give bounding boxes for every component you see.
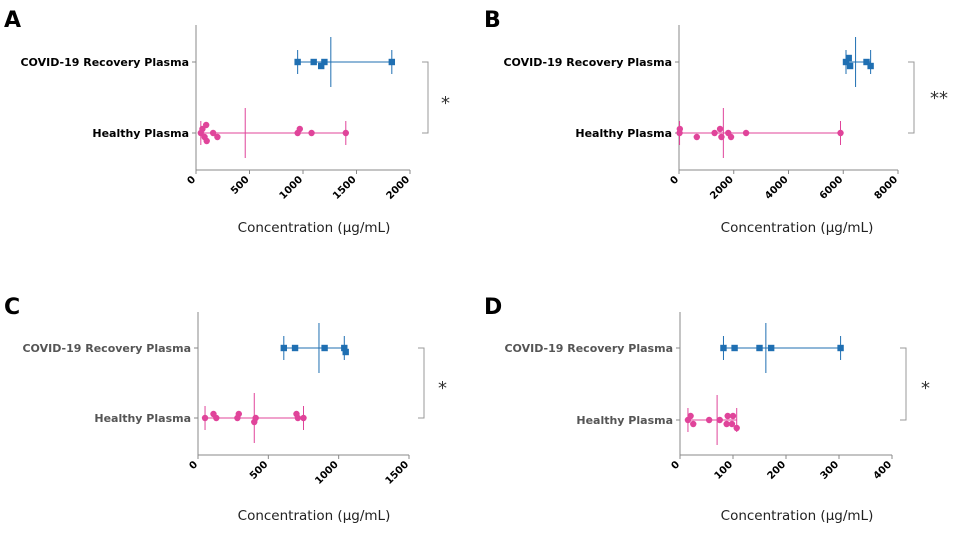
data-point-circle <box>716 416 723 424</box>
data-point-square <box>294 58 301 66</box>
panel-letter: D <box>484 295 502 320</box>
significance-marker: * <box>441 93 450 114</box>
panel-letter: B <box>484 8 501 33</box>
data-point-square <box>291 344 299 352</box>
data-point-circle <box>693 133 700 141</box>
data-point-square <box>310 58 317 66</box>
x-tick-label: 2000 <box>708 174 735 201</box>
x-axis-title: Concentration (μg/mL) <box>721 220 874 236</box>
category-label: Healthy Plasma <box>576 414 673 427</box>
category-label: COVID-19 Recovery Plasma <box>20 56 189 69</box>
data-point-circle <box>308 129 315 137</box>
panel-letter: A <box>4 8 21 33</box>
x-tick-label: 1500 <box>384 459 411 486</box>
significance-marker: * <box>438 378 447 399</box>
data-point-square <box>342 348 349 356</box>
x-axis-title: Concentration (μg/mL) <box>238 508 391 524</box>
x-tick-label: 0 <box>669 459 682 472</box>
significance-marker: ** <box>930 88 948 109</box>
data-point-circle <box>729 412 737 420</box>
x-tick-label: 1000 <box>278 174 305 201</box>
data-point-circle <box>711 129 718 137</box>
data-point-square <box>388 58 396 66</box>
data-point-circle <box>214 133 221 141</box>
panel-C: C 0 500 1000 1500 Concentration (μg/mL) COVID-… <box>4 295 447 524</box>
significance-marker: * <box>921 378 930 399</box>
data-point-square <box>321 58 328 66</box>
data-point-circle <box>718 133 725 141</box>
category-label: COVID-19 Recovery Plasma <box>503 56 672 69</box>
data-point-circle <box>209 129 217 137</box>
x-tick-label: 2000 <box>385 174 412 201</box>
panel-letter: C <box>4 295 20 320</box>
x-tick-label: 500 <box>229 174 252 197</box>
data-point-square <box>863 58 870 66</box>
significance-bracket <box>422 61 429 134</box>
category-label: Healthy Plasma <box>575 127 672 140</box>
category-label: COVID-19 Recovery Plasma <box>22 342 191 355</box>
x-tick-label: 400 <box>872 459 895 482</box>
panel-A: A 0 500 1000 1500 2000 Concentration (μg/mL) CO… <box>4 8 450 236</box>
x-tick-label: 8000 <box>873 174 900 201</box>
data-point-square <box>731 344 738 352</box>
category-label: Healthy Plasma <box>94 412 191 425</box>
x-tick-label: 0 <box>187 459 200 472</box>
significance-bracket <box>418 347 425 419</box>
data-point-circle <box>234 414 241 422</box>
data-point-circle <box>676 129 683 137</box>
data-point-circle <box>727 133 735 141</box>
data-point-square <box>756 344 763 352</box>
x-tick-label: 1500 <box>331 174 358 201</box>
data-point-circle <box>202 121 210 129</box>
data-point-circle <box>733 424 740 432</box>
data-point-square <box>846 62 854 70</box>
data-point-circle <box>342 129 349 137</box>
data-point-square <box>837 344 844 352</box>
data-point-square <box>317 62 325 70</box>
x-tick-label: 4000 <box>763 174 790 201</box>
data-point-circle <box>213 414 220 422</box>
data-point-circle <box>251 418 258 426</box>
significance-bracket <box>908 61 915 134</box>
data-point-circle <box>690 420 697 428</box>
data-point-square <box>845 54 852 62</box>
data-point-square <box>280 344 288 352</box>
x-tick-label: 200 <box>766 459 789 482</box>
data-point-circle <box>197 129 205 137</box>
x-tick-label: 100 <box>713 459 736 482</box>
x-axis-title: Concentration (μg/mL) <box>238 220 391 236</box>
x-tick-label: 500 <box>248 459 271 482</box>
data-point-circle <box>294 414 302 422</box>
category-label: Healthy Plasma <box>92 127 189 140</box>
panel-B: B 0 2000 4000 6000 8000 Concentration (μg/mL) C… <box>484 8 948 236</box>
x-tick-label: 6000 <box>818 174 845 201</box>
x-tick-label: 1000 <box>313 459 340 486</box>
panel-D: D 0 100 200 300 400 Concentration (μg/mL) COVID… <box>484 295 930 524</box>
data-point-circle <box>723 420 730 428</box>
data-point-circle <box>294 129 301 137</box>
x-tick-label: 0 <box>185 174 198 187</box>
data-point-circle <box>705 416 713 424</box>
data-point-square <box>341 344 348 352</box>
data-point-circle <box>716 125 724 133</box>
data-point-square <box>720 344 727 352</box>
data-point-square <box>321 344 328 352</box>
significance-bracket <box>900 347 907 421</box>
data-point-square <box>767 344 775 352</box>
data-point-circle <box>203 137 210 145</box>
data-point-circle <box>728 420 736 428</box>
data-point-circle <box>684 416 692 424</box>
category-label: COVID-19 Recovery Plasma <box>504 342 673 355</box>
data-point-circle <box>742 129 750 137</box>
x-tick-label: 300 <box>819 459 842 482</box>
data-point-circle <box>724 412 731 420</box>
x-tick-label: 0 <box>668 174 681 187</box>
data-point-circle <box>300 414 307 422</box>
x-axis-title: Concentration (μg/mL) <box>721 508 874 524</box>
data-point-circle <box>837 129 844 137</box>
data-point-square <box>842 58 850 66</box>
data-point-circle <box>201 414 209 422</box>
data-point-square <box>867 62 874 70</box>
